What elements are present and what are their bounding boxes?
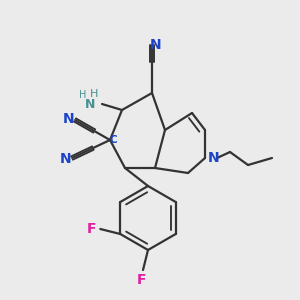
Text: C: C <box>109 135 117 145</box>
Text: H: H <box>90 89 98 99</box>
Text: F: F <box>86 222 96 236</box>
Text: F: F <box>136 273 146 287</box>
Text: N: N <box>63 112 75 126</box>
Text: N: N <box>85 98 95 110</box>
Text: N: N <box>60 152 72 166</box>
Text: N: N <box>150 38 162 52</box>
Text: N: N <box>208 151 220 165</box>
Text: H: H <box>79 90 87 100</box>
